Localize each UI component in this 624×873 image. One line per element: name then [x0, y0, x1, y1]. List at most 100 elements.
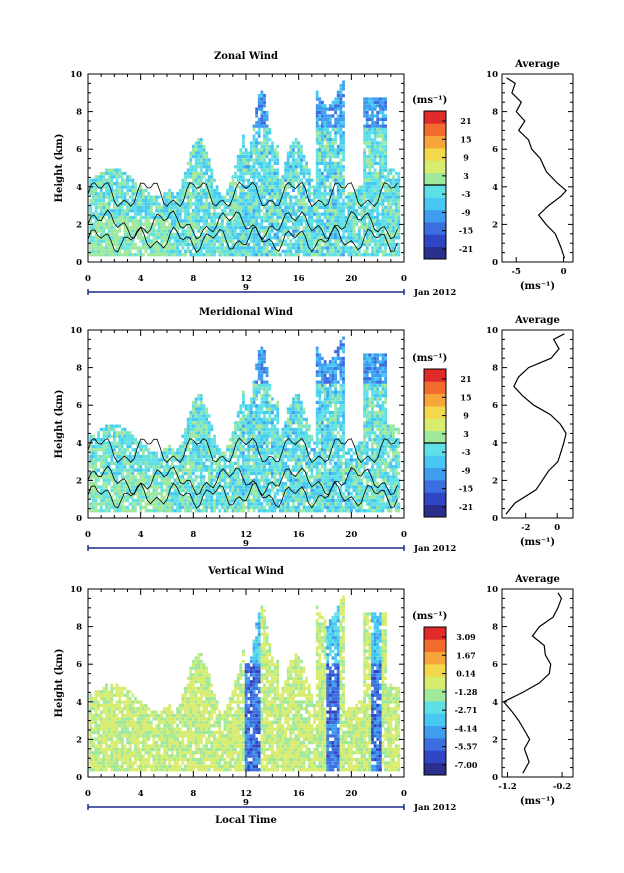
heatmap-cell	[102, 215, 106, 220]
heatmap-cell	[352, 465, 356, 469]
heatmap-cell	[160, 246, 164, 250]
heatmap-cell	[115, 229, 119, 233]
heatmap-cell	[226, 495, 229, 499]
heatmap-cell	[373, 171, 377, 176]
heatmap-cell	[228, 209, 232, 213]
heatmap-cell	[97, 485, 100, 489]
heatmap-cell	[168, 246, 172, 250]
heatmap-cell	[326, 471, 330, 476]
heatmap-cell	[228, 505, 232, 509]
heatmap-cell	[260, 485, 264, 489]
heatmap-cell	[392, 185, 395, 189]
heatmap-cell	[373, 498, 377, 503]
heatmap-cell	[244, 202, 248, 206]
heatmap-cell	[165, 232, 169, 237]
heatmap-cell	[394, 509, 398, 513]
heatmap-cell	[302, 505, 306, 509]
heatmap-cell	[355, 219, 359, 223]
heatmap-cell	[221, 239, 224, 243]
heatmap-cell	[236, 509, 240, 513]
heatmap-cell	[363, 219, 366, 223]
heatmap-cell	[236, 505, 240, 509]
heatmap-cell	[218, 195, 222, 199]
heatmap-cell	[244, 171, 248, 176]
heatmap-cell	[334, 138, 337, 142]
heatmap-cell	[97, 212, 100, 216]
heatmap-cell	[344, 239, 348, 243]
heatmap-cell	[313, 509, 316, 513]
heatmap-cell	[171, 205, 174, 209]
heatmap-cell	[310, 198, 314, 203]
heatmap-cell	[318, 229, 322, 233]
heatmap-cell	[199, 192, 203, 196]
heatmap-cell	[379, 148, 382, 152]
heatmap-cell	[315, 498, 319, 503]
heatmap-cell	[257, 141, 261, 145]
heatmap-cell	[342, 117, 345, 121]
heatmap-cell	[107, 219, 111, 223]
heatmap-cell	[265, 482, 269, 486]
heatmap-cell	[318, 97, 322, 101]
heatmap-cell	[123, 182, 127, 186]
heatmap-cell	[302, 165, 306, 169]
heatmap-cell	[336, 100, 340, 105]
heatmap-cell	[152, 212, 156, 216]
heatmap-cell	[181, 239, 185, 243]
heatmap-cell	[165, 212, 169, 216]
heatmap-cell	[155, 205, 158, 209]
heatmap-cell	[321, 195, 324, 199]
heatmap-cell	[273, 188, 277, 193]
heatmap-cell	[210, 465, 214, 469]
heatmap-cell	[92, 222, 95, 226]
heatmap-cell	[371, 505, 374, 509]
heatmap-cell	[126, 498, 129, 503]
heatmap-cell	[284, 222, 287, 226]
heatmap-cell	[336, 236, 340, 240]
heatmap-cell	[184, 249, 187, 253]
heatmap-cell	[199, 151, 203, 155]
heatmap-cell	[168, 485, 172, 489]
heatmap-cell	[147, 246, 151, 250]
heatmap-cell	[331, 104, 335, 108]
heatmap-cell	[142, 205, 145, 209]
heatmap-cell	[302, 236, 306, 240]
heatmap-cell	[263, 509, 266, 513]
heatmap-cell	[294, 232, 298, 237]
heatmap-cell	[331, 236, 335, 240]
heatmap-cell	[381, 242, 385, 247]
heatmap-cell	[373, 158, 377, 162]
heatmap-cell	[194, 468, 198, 472]
heatmap-cell	[321, 171, 324, 176]
heatmap-cell	[197, 226, 201, 230]
heatmap-cell	[300, 144, 303, 149]
heatmap-cell	[110, 502, 114, 506]
heatmap-cell	[160, 461, 164, 465]
heatmap-cell	[249, 165, 253, 169]
heatmap-cell	[315, 124, 319, 128]
heatmap-cell	[381, 478, 385, 482]
heatmap-cell	[371, 246, 374, 250]
heatmap-cell	[357, 502, 361, 506]
heatmap-cell	[271, 151, 274, 155]
heatmap-cell	[265, 495, 269, 499]
heatmap-cell	[89, 475, 93, 479]
heatmap-cell	[371, 475, 374, 479]
heatmap-cell	[244, 246, 248, 250]
heatmap-cell	[321, 175, 324, 179]
heatmap-cell	[192, 188, 195, 193]
heatmap-cell	[97, 215, 100, 220]
heatmap-cell	[189, 475, 193, 479]
heatmap-cell	[379, 107, 382, 111]
heatmap-cell	[394, 253, 398, 257]
heatmap-cell	[357, 185, 361, 189]
heatmap-cell	[257, 188, 261, 193]
heatmap-cell	[199, 215, 203, 220]
heatmap-cell	[113, 492, 116, 496]
heatmap-cell	[289, 509, 293, 513]
heatmap-cell	[147, 509, 151, 513]
heatmap-cell	[126, 482, 129, 486]
heatmap-cell	[105, 482, 108, 486]
heatmap-cell	[92, 236, 95, 240]
heatmap-cell	[263, 178, 266, 182]
heatmap-cell	[350, 461, 353, 465]
